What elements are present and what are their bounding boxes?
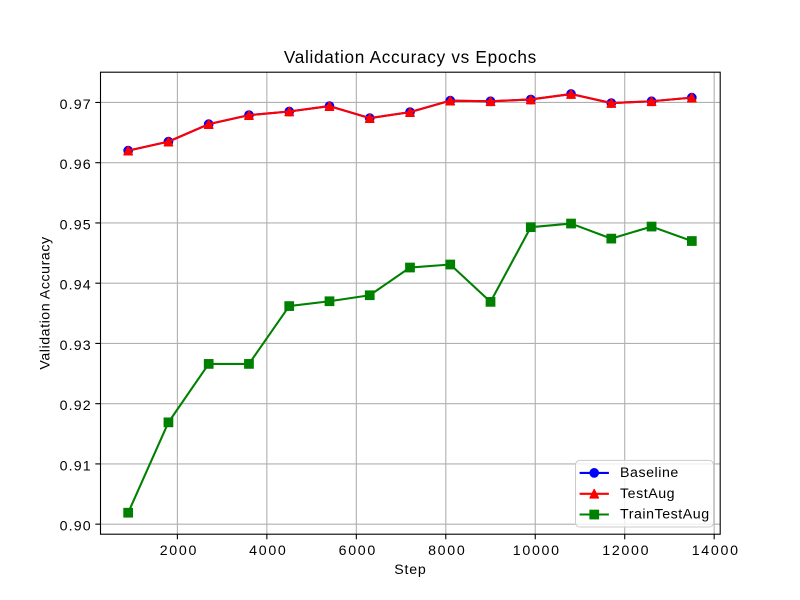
svg-text:2000: 2000 (160, 543, 198, 559)
svg-text:0.90: 0.90 (60, 519, 92, 535)
svg-text:0.97: 0.97 (60, 97, 92, 113)
svg-text:6000: 6000 (339, 543, 377, 559)
svg-text:0.91: 0.91 (60, 458, 92, 474)
svg-text:0.95: 0.95 (60, 217, 92, 233)
svg-text:TestAug: TestAug (620, 486, 675, 502)
svg-text:Validation Accuracy vs Epochs: Validation Accuracy vs Epochs (284, 47, 537, 67)
svg-text:12000: 12000 (602, 543, 650, 559)
svg-text:10000: 10000 (513, 543, 561, 559)
svg-text:0.94: 0.94 (60, 278, 92, 294)
svg-text:14000: 14000 (692, 543, 740, 559)
svg-text:Baseline: Baseline (620, 465, 679, 481)
svg-text:4000: 4000 (249, 543, 287, 559)
svg-text:0.96: 0.96 (60, 157, 92, 173)
svg-text:0.92: 0.92 (60, 398, 92, 414)
svg-text:0.93: 0.93 (60, 338, 92, 354)
svg-text:Step: Step (394, 562, 426, 578)
svg-text:8000: 8000 (428, 543, 466, 559)
svg-text:TrainTestAug: TrainTestAug (620, 507, 710, 523)
svg-text:Validation Accuracy: Validation Accuracy (38, 236, 54, 370)
